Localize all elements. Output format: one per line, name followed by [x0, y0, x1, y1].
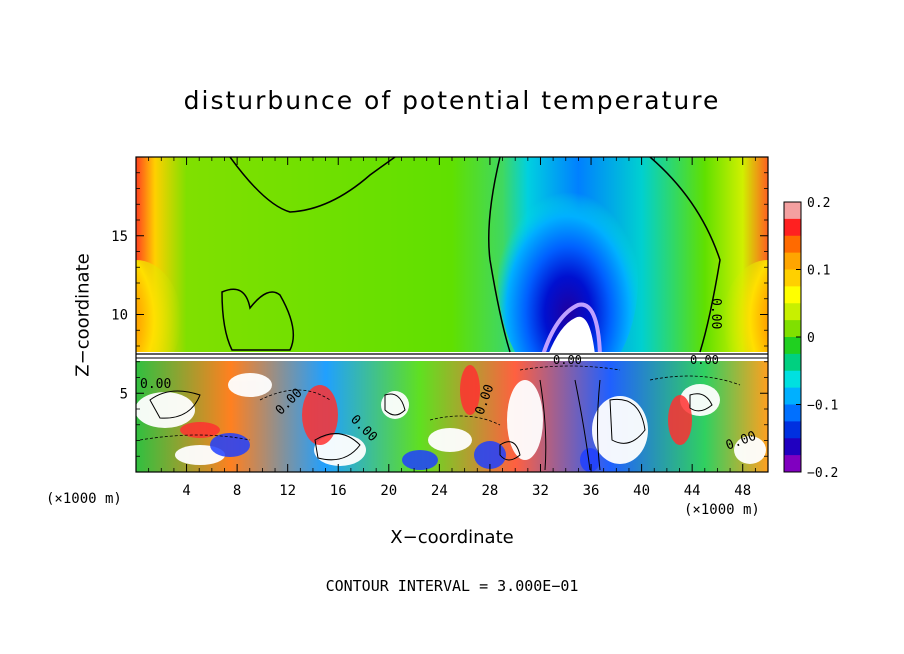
colorbar-tick-label: 0.2 [807, 196, 830, 211]
x-axis-label-text: X−coordinate [390, 527, 514, 548]
x-tick-label: 4 [182, 483, 190, 499]
colorbar-swatch [784, 455, 801, 473]
colorbar-swatch [784, 202, 801, 220]
colorbar-swatch [784, 286, 801, 304]
colorbar-tick-label: −0.1 [807, 399, 838, 414]
x-tick-label: 28 [481, 483, 498, 499]
y-axis-label: Z−coordinate [72, 253, 94, 377]
colorbar-swatch [784, 320, 801, 338]
colorbar-swatch [784, 235, 801, 254]
contour-label: 0.00 [708, 298, 723, 329]
colorbar-swatch [784, 370, 801, 389]
x-tick-label: 40 [633, 483, 650, 499]
contour-label: 0.00 [553, 353, 582, 367]
colorbar-swatch [784, 438, 801, 456]
colorbar-swatch [784, 218, 801, 237]
y-tick-label: 5 [120, 386, 128, 402]
y-tick-label: 10 [111, 308, 128, 324]
x-tick-label: 16 [330, 483, 347, 499]
colorbar-swatch [784, 252, 801, 270]
colorbar-tick-label: −0.2 [807, 466, 838, 481]
x-tick-label: 48 [734, 483, 751, 499]
x-unit-label-left: (×1000 m) [46, 491, 122, 507]
colorbar-swatch [784, 353, 801, 372]
x-tick-label: 36 [583, 483, 600, 499]
heatmap-field: 0.00 0.00 0.00 0.00 0.00 0.00 0.00 0.00 [136, 157, 768, 472]
x-tick-label: 8 [233, 483, 241, 499]
x-tick-label: 12 [279, 483, 296, 499]
x-tick-label: 20 [380, 483, 397, 499]
x-tick-label: 24 [431, 483, 448, 499]
x-unit-label-right: (×1000 m) [684, 502, 760, 518]
contour-interval-note: CONTOUR INTERVAL = 3.000E−01 [325, 577, 579, 595]
colorbar-swatch [784, 404, 801, 422]
contour-label: 0.00 [690, 353, 719, 367]
contour-label: 0.00 [140, 377, 171, 392]
y-tick-label: 15 [111, 229, 128, 245]
x-tick-label: 32 [532, 483, 549, 499]
colorbar-swatch [784, 303, 801, 321]
colorbar-tick-label: 0 [807, 331, 815, 346]
colorbar-swatch [784, 337, 801, 355]
colorbar-swatch [784, 387, 801, 405]
x-tick-label: 44 [684, 483, 701, 499]
colorbar: 0.2 0.1 0 −0.1 −0.2 [783, 196, 838, 481]
chart-title: disturbunce of potential temperature [183, 86, 721, 115]
colorbar-swatch [784, 269, 801, 287]
colorbar-swatch [784, 421, 801, 439]
colorbar-tick-label: 0.1 [807, 264, 830, 279]
x-axis-label: X−coordinate [0, 527, 904, 548]
